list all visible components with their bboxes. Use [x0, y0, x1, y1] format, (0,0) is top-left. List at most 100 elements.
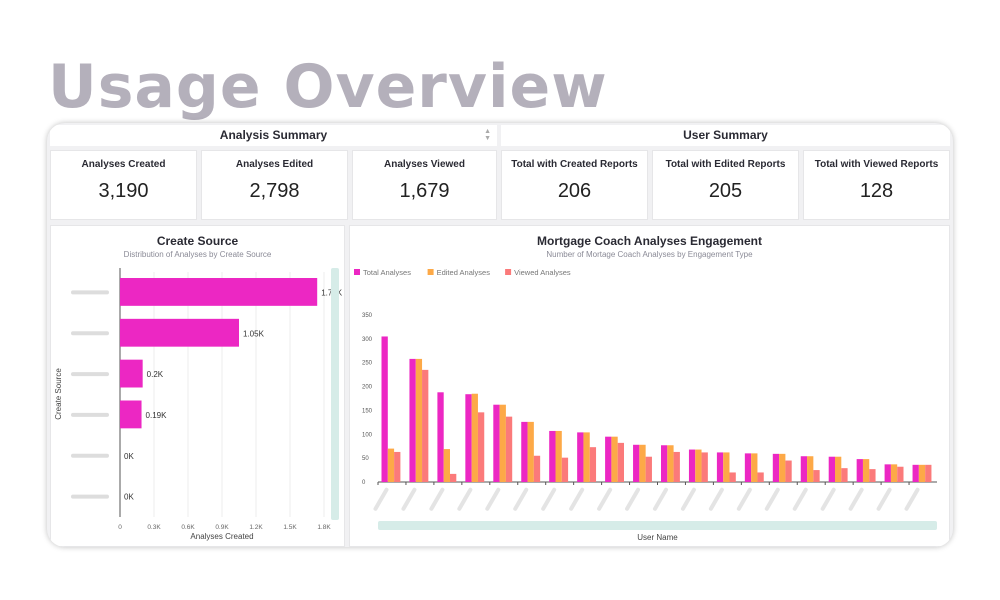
- kpi-value: 205: [708, 180, 743, 202]
- bar: [465, 394, 472, 482]
- dashboard-card: Analysis Summary ▲ ▼ User Summary Analyse…: [47, 123, 953, 547]
- engagement-panel: Mortgage Coach Analyses Engagement Numbe…: [349, 225, 950, 547]
- y-tick-label: 150: [362, 408, 373, 414]
- engagement-chart: Total Analyses Edited Analyses Viewed Anal…: [354, 268, 937, 542]
- bar: [120, 400, 142, 429]
- kpi-label: Analyses Edited: [235, 159, 314, 170]
- legend-item[interactable]: Total Analyses: [363, 268, 411, 277]
- bar: [918, 464, 926, 482]
- kpi-value: 3,190: [98, 180, 149, 202]
- bar: [561, 457, 569, 482]
- bar: [499, 404, 506, 482]
- kpi-analyses-viewed: Analyses Viewed 1,679: [352, 150, 497, 220]
- kpi-viewed-reports: Total with Viewed Reports 128: [803, 150, 950, 220]
- bar: [533, 455, 541, 482]
- bar: [437, 392, 444, 482]
- kpi-value: 206: [557, 180, 592, 202]
- bar: [723, 452, 730, 482]
- bar: [645, 456, 652, 482]
- data-label: 0.2K: [147, 370, 164, 379]
- bar: [471, 393, 478, 482]
- kpi-value: 1,679: [399, 180, 450, 202]
- bar: [633, 444, 640, 482]
- bar: [617, 442, 624, 482]
- legend-swatch: [427, 269, 434, 275]
- bar: [800, 456, 808, 482]
- kpi-edited-reports: Total with Edited Reports 205: [652, 150, 799, 220]
- bar: [744, 453, 752, 482]
- bar: [925, 464, 932, 482]
- user-name-label-blurred: [429, 487, 445, 511]
- kpi-value: 128: [859, 180, 894, 202]
- legend-item[interactable]: Viewed Analyses: [514, 268, 571, 277]
- bar: [555, 430, 562, 482]
- bar: [807, 456, 814, 482]
- bar: [890, 464, 898, 482]
- bar: [661, 445, 668, 482]
- bar: [667, 445, 674, 482]
- category-label-blurred: [71, 412, 109, 417]
- bar: [589, 447, 597, 482]
- bar: [862, 459, 870, 482]
- bar: [120, 278, 318, 306]
- legend-swatch: [354, 269, 360, 275]
- kpi-created-reports: Total with Created Reports 206: [501, 150, 648, 220]
- user-name-label-blurred: [373, 487, 389, 511]
- horizontal-scrollbar[interactable]: [378, 521, 937, 530]
- bar: [387, 448, 395, 482]
- bar: [409, 358, 416, 482]
- x-axis-title: User Name: [637, 533, 678, 542]
- user-name-label-blurred: [541, 487, 557, 511]
- bar: [772, 453, 780, 482]
- y-tick-label: 50: [362, 456, 369, 462]
- user-name-label-blurred: [708, 487, 724, 511]
- bar: [884, 464, 891, 482]
- bar: [912, 464, 919, 482]
- bar: [450, 473, 457, 482]
- kpi-label: Total with Edited Reports: [665, 159, 786, 170]
- data-label: 0K: [124, 452, 134, 461]
- user-name-label-blurred: [820, 487, 836, 511]
- user-name-label-blurred: [485, 487, 501, 511]
- bar: [120, 318, 239, 347]
- user-name-label-blurred: [764, 487, 780, 511]
- bar: [695, 449, 702, 482]
- analysis-summary-header[interactable]: Analysis Summary ▲ ▼: [50, 125, 497, 146]
- bar: [757, 472, 764, 482]
- bar: [527, 421, 534, 482]
- x-tick-label: 0.9K: [215, 524, 229, 531]
- bar: [381, 336, 388, 482]
- legend-item[interactable]: Edited Analyses: [437, 268, 491, 277]
- bar: [415, 358, 423, 482]
- sort-icon[interactable]: ▲ ▼: [484, 128, 491, 142]
- bar: [639, 444, 646, 482]
- y-tick-label: 200: [362, 385, 373, 391]
- user-name-label-blurred: [569, 487, 585, 511]
- user-name-label-blurred: [653, 487, 668, 511]
- category-label-blurred: [71, 494, 109, 499]
- create-source-panel: Create Source Distribution of Analyses b…: [50, 225, 345, 547]
- user-summary-header[interactable]: User Summary: [501, 125, 950, 146]
- bar: [701, 452, 708, 482]
- bar: [443, 449, 450, 482]
- bar: [505, 416, 513, 482]
- bar: [120, 359, 143, 388]
- bar: [835, 456, 842, 482]
- bar: [394, 451, 401, 482]
- kpi-label: Analyses Viewed: [384, 159, 465, 170]
- bar: [869, 469, 876, 482]
- user-name-label-blurred: [513, 487, 529, 511]
- kpi-label: Analyses Created: [81, 159, 166, 170]
- bar: [751, 453, 758, 482]
- bar: [493, 404, 500, 482]
- user-name-label-blurred: [904, 487, 920, 511]
- create-source-chart: 00.3K0.6K0.9K1.2K1.5K1.8K1.74K1.05K0.2K0…: [54, 268, 343, 541]
- data-label: 1.05K: [243, 329, 265, 338]
- kpi-label: Total with Created Reports: [511, 159, 638, 170]
- bar: [779, 453, 786, 482]
- y-tick-label: 0: [362, 480, 366, 486]
- vertical-scrollbar[interactable]: [331, 268, 339, 520]
- user-name-label-blurred: [401, 487, 417, 511]
- x-tick-label: 0: [118, 524, 122, 531]
- bar: [583, 432, 590, 482]
